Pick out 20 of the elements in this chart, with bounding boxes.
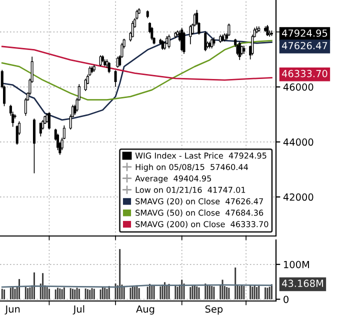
legend-label: WIG Index - Last Price 47924.95 <box>135 152 266 159</box>
legend-label: SMAVG (200) on Close 46333.70 <box>136 220 268 228</box>
y-tick-label: 46000 <box>283 83 314 91</box>
annotation: 43.168M <box>282 280 323 288</box>
legend-label: SMAVG (50) on Close 47684.36 <box>136 210 264 217</box>
legend-label: SMAVG (20) on Close 47626.47 <box>136 198 263 206</box>
annotation: Average 49404.95 <box>135 175 211 184</box>
annotation: 47924.95 <box>282 29 328 37</box>
x-tick-label: Jul <box>72 305 84 314</box>
x-tick-label: Aug <box>136 305 154 315</box>
x-tick-label: Jun <box>4 305 20 314</box>
x-tick-label: Sep <box>205 305 223 315</box>
y-tick-label: 44000 <box>283 138 314 146</box>
annotation: Low on 01/21/16 41747.01 <box>136 186 246 194</box>
y-tick-label: 42000 <box>283 193 314 201</box>
annotation: 46333.70 <box>282 70 328 78</box>
annotation: High on 05/08/15 57460.44 <box>136 164 248 172</box>
y-tick-label: 0 <box>284 296 288 304</box>
y-tick-label: 100M <box>284 260 309 268</box>
annotation: 47626.47 <box>282 42 328 50</box>
